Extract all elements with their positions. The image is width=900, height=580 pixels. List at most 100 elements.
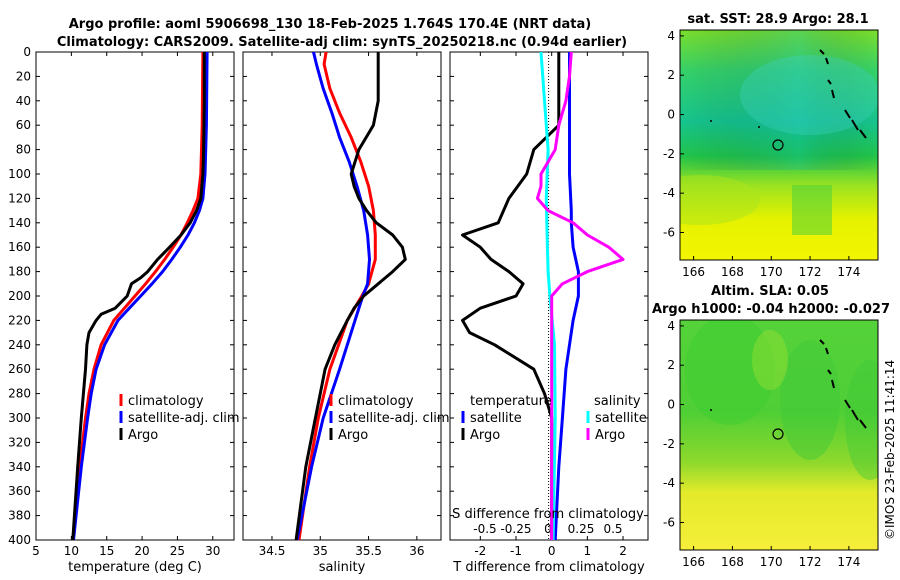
lat-tick-label: 4 <box>667 319 675 333</box>
lon-tick-label: 168 <box>721 555 744 569</box>
series-line-temperature-argo <box>461 52 561 540</box>
sla-map-frame <box>679 319 879 551</box>
legend-sal-satellite: satellite <box>595 411 647 426</box>
depth-tick-label: 280 <box>8 387 31 401</box>
sla-map-image <box>680 320 878 550</box>
argo-position-marker <box>772 428 784 440</box>
lon-tick-label: 166 <box>682 555 705 569</box>
depth-tick-label: 40 <box>16 94 31 108</box>
x-tick-label: 30 <box>205 544 220 558</box>
depth-tick-label: 180 <box>8 265 31 279</box>
series-line-salinity-satellite <box>539 51 557 541</box>
x-tick-label: 35.5 <box>355 544 382 558</box>
x-tick-label: 20 <box>134 544 149 558</box>
depth-tick-label: 100 <box>8 167 31 181</box>
lat-tick-label: -2 <box>663 147 675 161</box>
depth-tick-label: 240 <box>8 338 31 352</box>
lon-tick-label: 172 <box>799 555 822 569</box>
legend-satellite-adj: satellite-adj. clim <box>128 411 240 426</box>
x-tick-label: 5 <box>32 544 40 558</box>
series-line-salinity-argo <box>535 51 625 540</box>
lat-tick-label: 2 <box>667 358 675 372</box>
series-line-argo <box>294 52 407 541</box>
lat-tick-label: -4 <box>663 476 675 490</box>
sst-map-image <box>680 30 878 260</box>
legend-temp-satellite: satellite <box>470 411 522 426</box>
lon-tick-label: 168 <box>721 265 744 279</box>
depth-tick-label: 0 <box>23 45 31 59</box>
lat-tick-label: -2 <box>663 437 675 451</box>
header-line1: Argo profile: aoml 5906698_130 18-Feb-20… <box>69 17 591 32</box>
legend-satellite-adj: satellite-adj. clim <box>338 411 450 426</box>
series-line-climatology <box>71 51 205 541</box>
header-line2: Climatology: CARS2009. Satellite-adj cli… <box>57 35 627 50</box>
temperature-axis-label: temperature (deg C) <box>68 560 202 575</box>
depth-tick-label: 300 <box>8 411 31 425</box>
x-tick-label: -1 <box>510 544 522 558</box>
depth-tick-label: 160 <box>8 240 31 254</box>
legend-climatology: climatology <box>338 394 414 409</box>
legend-sal-argo: Argo <box>595 428 625 443</box>
x-tick-label: 15 <box>99 544 114 558</box>
x-tick-label: 2 <box>619 544 627 558</box>
series-line-argo <box>71 52 206 541</box>
depth-tick-label: 360 <box>8 484 31 498</box>
lat-tick-label: 2 <box>667 68 675 82</box>
series-line-climatology <box>297 51 377 541</box>
salinity-plot-frame <box>242 51 442 541</box>
x-tick-label: 10 <box>64 544 79 558</box>
lat-tick-label: 4 <box>667 29 675 43</box>
depth-tick-label: 220 <box>8 313 31 327</box>
salinity-axis-label: salinity <box>319 560 366 575</box>
legend-salinity: salinity <box>594 394 641 409</box>
sst-map-title: sat. SST: 28.9 Argo: 28.1 <box>687 12 868 27</box>
sla-map-subtitle: Argo h1000: -0.04 h2000: -0.027 <box>652 302 890 317</box>
legend-temperature: temperature <box>470 394 552 409</box>
x-tick-label: 25 <box>170 544 185 558</box>
lat-tick-label: 0 <box>667 398 675 412</box>
s-diff-tick-label: 0.5 <box>603 522 622 536</box>
depth-tick-label: 260 <box>8 362 31 376</box>
depth-tick-label: 120 <box>8 191 31 205</box>
lat-tick-label: -6 <box>663 225 675 239</box>
lon-tick-label: 174 <box>837 265 860 279</box>
legend-climatology: climatology <box>128 394 204 409</box>
depth-tick-label: 20 <box>16 69 31 83</box>
depth-tick-label: 340 <box>8 460 31 474</box>
depth-tick-label: 60 <box>16 118 31 132</box>
sst-map-frame <box>679 29 879 261</box>
series-line-satellite-adj-clim <box>295 51 371 541</box>
difference-legend-salinity: salinity satellite Argo <box>586 394 647 443</box>
lon-tick-label: 170 <box>760 555 783 569</box>
lon-tick-label: 170 <box>760 265 783 279</box>
salinity-legend: climatology satellite-adj. clim Argo <box>329 394 450 443</box>
s-diff-tick-label: 0.25 <box>568 522 595 536</box>
x-tick-label: -2 <box>474 544 486 558</box>
legend-argo: Argo <box>128 428 158 443</box>
lon-tick-label: 166 <box>682 265 705 279</box>
temperature-legend: climatology satellite-adj. clim Argo <box>119 394 240 443</box>
series-line-satellite-adj-clim <box>72 51 209 541</box>
t-difference-axis-label: T difference from climatology <box>452 560 645 575</box>
depth-tick-label: 380 <box>8 509 31 523</box>
s-diff-tick-label: -0.5 <box>473 522 496 536</box>
legend-temp-argo: Argo <box>470 428 500 443</box>
depth-tick-label: 80 <box>16 143 31 157</box>
lat-tick-label: 0 <box>667 108 675 122</box>
copyright-timestamp: ©IMOS 23-Feb-2025 11:41:14 <box>883 360 897 540</box>
depth-tick-label: 140 <box>8 216 31 230</box>
lat-tick-label: -6 <box>663 515 675 529</box>
argo-position-marker <box>772 139 784 151</box>
lon-tick-label: 174 <box>837 555 860 569</box>
x-tick-label: 36 <box>409 544 424 558</box>
lat-tick-label: -4 <box>663 186 675 200</box>
lon-tick-label: 172 <box>799 265 822 279</box>
depth-tick-label: 400 <box>8 533 31 547</box>
series-line-temperature-satellite <box>553 52 580 541</box>
s-diff-tick-label: -0.25 <box>500 522 531 536</box>
x-tick-label: 34.5 <box>259 544 286 558</box>
x-tick-label: 0 <box>548 544 556 558</box>
x-tick-label: 35 <box>313 544 328 558</box>
legend-argo: Argo <box>338 428 368 443</box>
x-tick-label: 1 <box>584 544 592 558</box>
